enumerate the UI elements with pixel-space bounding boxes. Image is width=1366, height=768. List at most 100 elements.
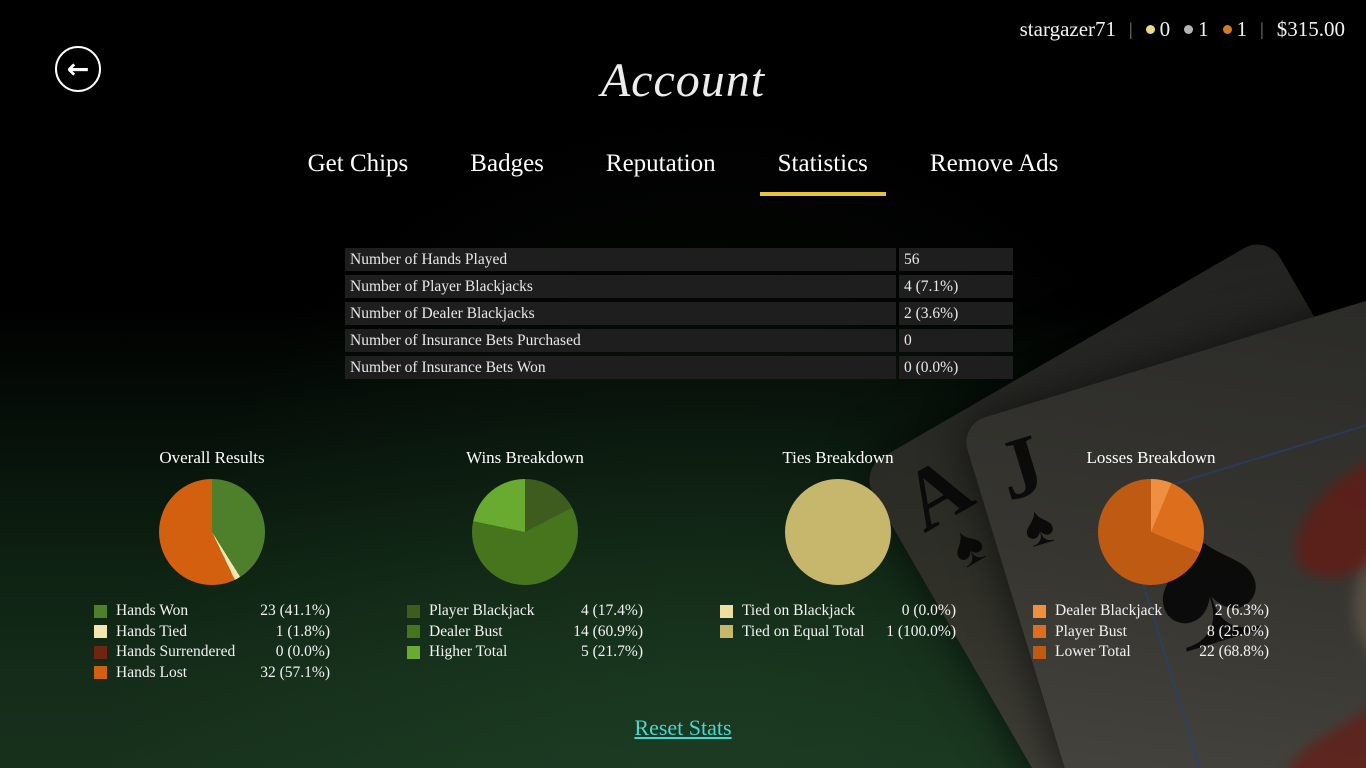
legend-row: Hands Tied 1 (1.8%) (94, 622, 330, 643)
stats-table: Number of Hands Played 56 Number of Player… (345, 248, 1013, 379)
gold-badge-count: 0 (1145, 17, 1171, 42)
chart-legend: Tied on Blackjack 0 (0.0%) Tied on Equal T… (720, 601, 956, 642)
back-button[interactable]: ← (55, 46, 101, 92)
table-row: Number of Insurance Bets Purchased 0 (345, 329, 1013, 352)
stat-label: Number of Player Blackjacks (345, 275, 896, 298)
legend-label: Player Blackjack (429, 602, 535, 620)
bronze-badge-count: 1 (1222, 17, 1248, 42)
legend-value: 4 (17.4%) (581, 602, 643, 620)
legend-swatch (1033, 625, 1046, 639)
legend-row: Dealer Blackjack 2 (6.3%) (1033, 601, 1269, 622)
legend-value: 8 (25.0%) (1207, 622, 1269, 640)
legend-value: 1 (1.8%) (275, 622, 330, 640)
legend-row: Tied on Blackjack 0 (0.0%) (720, 601, 956, 622)
legend-value: 5 (21.7%) (581, 643, 643, 661)
tab-statistics[interactable]: Statistics (759, 150, 886, 196)
chart-title: Wins Breakdown (466, 448, 584, 467)
legend-swatch (94, 666, 107, 680)
stat-label: Number of Hands Played (345, 248, 896, 271)
username: stargazer71 (1019, 17, 1117, 41)
chart-title: Overall Results (159, 448, 265, 467)
stat-label: Number of Insurance Bets Purchased (345, 329, 896, 352)
table-row: Number of Dealer Blackjacks 2 (3.6%) (345, 302, 1013, 325)
chart-title: Ties Breakdown (782, 448, 894, 467)
tab-remove-ads[interactable]: Remove Ads (929, 150, 1059, 177)
legend-swatch (94, 645, 107, 659)
legend-swatch (720, 604, 733, 618)
tab-reputation[interactable]: Reputation (605, 150, 716, 177)
bronze-badge-icon (1222, 25, 1232, 34)
silver-badge-icon (1184, 25, 1194, 34)
silver-badge-count: 1 (1184, 17, 1209, 42)
legend-swatch (94, 604, 107, 618)
stat-label: Number of Insurance Bets Won (345, 356, 896, 379)
legend-value: 2 (6.3%) (1214, 602, 1269, 620)
legend-value: 22 (68.8%) (1199, 643, 1269, 661)
legend-row: Hands Lost 32 (57.1%) (94, 663, 330, 684)
legend-swatch (407, 625, 420, 639)
legend-label: Dealer Bust (429, 622, 503, 640)
balance: $315.00 (1276, 17, 1345, 41)
separator: | (1129, 19, 1133, 39)
badge-counts: 0 1 1 (1145, 17, 1248, 42)
chart-legend: Dealer Blackjack 2 (6.3%) Player Bust 8 (25… (1033, 601, 1269, 663)
stat-value: 56 (899, 248, 1013, 271)
badge-count-value: 0 (1159, 17, 1171, 41)
badge-count-value: 1 (1236, 17, 1248, 41)
badge-count-value: 1 (1198, 17, 1209, 41)
legend-label: Tied on Equal Total (742, 622, 865, 640)
tab-bar: Get Chips Badges Reputation Statistics Remov… (0, 150, 1366, 196)
legend-row: Tied on Equal Total 1 (100.0%) (720, 622, 956, 643)
legend-label: Hands Surrendered (116, 643, 236, 661)
separator: | (1260, 19, 1264, 39)
legend-row: Hands Surrendered 0 (0.0%) (94, 642, 330, 663)
legend-label: Player Bust (1055, 622, 1127, 640)
legend-label: Hands Tied (116, 622, 188, 640)
chart-ties-breakdown: Ties Breakdown Tied on Blackjack 0 (0.0%) T… (713, 448, 963, 642)
legend-label: Hands Won (116, 602, 189, 620)
stat-label: Number of Dealer Blackjacks (345, 302, 896, 325)
footer: Reset Stats (0, 715, 1366, 741)
legend-row: Dealer Bust 14 (60.9%) (407, 622, 643, 643)
table-row: Number of Player Blackjacks 4 (7.1%) (345, 275, 1013, 298)
legend-row: Lower Total 22 (68.8%) (1033, 642, 1269, 663)
legend-value: 1 (100.0%) (886, 622, 956, 640)
legend-row: Player Bust 8 (25.0%) (1033, 622, 1269, 643)
gold-badge-icon (1145, 25, 1155, 34)
chart-legend: Hands Won 23 (41.1%) Hands Tied 1 (1.8%) Han… (94, 601, 330, 683)
legend-swatch (1033, 604, 1046, 618)
legend-label: Lower Total (1055, 643, 1131, 661)
chart-losses-breakdown: Losses Breakdown Dealer Blackjack 2 (6.3%)… (1026, 448, 1276, 663)
legend-swatch (407, 645, 420, 659)
reset-stats-link[interactable]: Reset Stats (634, 715, 732, 740)
page-title: Account (600, 54, 766, 107)
pie-chart (1098, 479, 1204, 585)
pie-chart (159, 479, 265, 585)
tab-badges[interactable]: Badges (470, 150, 544, 177)
legend-row: Hands Won 23 (41.1%) (94, 601, 330, 622)
pie-chart (472, 479, 578, 585)
stat-value: 4 (7.1%) (899, 275, 1013, 298)
chart-title: Losses Breakdown (1086, 448, 1216, 467)
topbar: stargazer71 | 0 1 1 | $315.00 (1020, 17, 1345, 42)
legend-swatch (407, 604, 420, 618)
legend-row: Higher Total 5 (21.7%) (407, 642, 643, 663)
legend-label: Higher Total (429, 643, 508, 661)
legend-value: 0 (0.0%) (901, 602, 956, 620)
back-arrow-icon: ← (66, 53, 90, 85)
legend-swatch (1033, 645, 1046, 659)
chart-wins-breakdown: Wins Breakdown Player Blackjack 4 (17.4%) D… (400, 448, 650, 663)
legend-value: 23 (41.1%) (260, 602, 330, 620)
legend-swatch (94, 625, 107, 639)
legend-label: Hands Lost (116, 663, 188, 681)
stat-value: 2 (3.6%) (899, 302, 1013, 325)
card-art (1274, 427, 1366, 602)
legend-label: Dealer Blackjack (1055, 602, 1163, 620)
stat-value: 0 (0.0%) (899, 356, 1013, 379)
stat-value: 0 (899, 329, 1013, 352)
pie-chart (785, 479, 891, 585)
legend-swatch (720, 625, 733, 639)
tab-get-chips[interactable]: Get Chips (307, 150, 409, 177)
chart-legend: Player Blackjack 4 (17.4%) Dealer Bust 14 (… (407, 601, 643, 663)
